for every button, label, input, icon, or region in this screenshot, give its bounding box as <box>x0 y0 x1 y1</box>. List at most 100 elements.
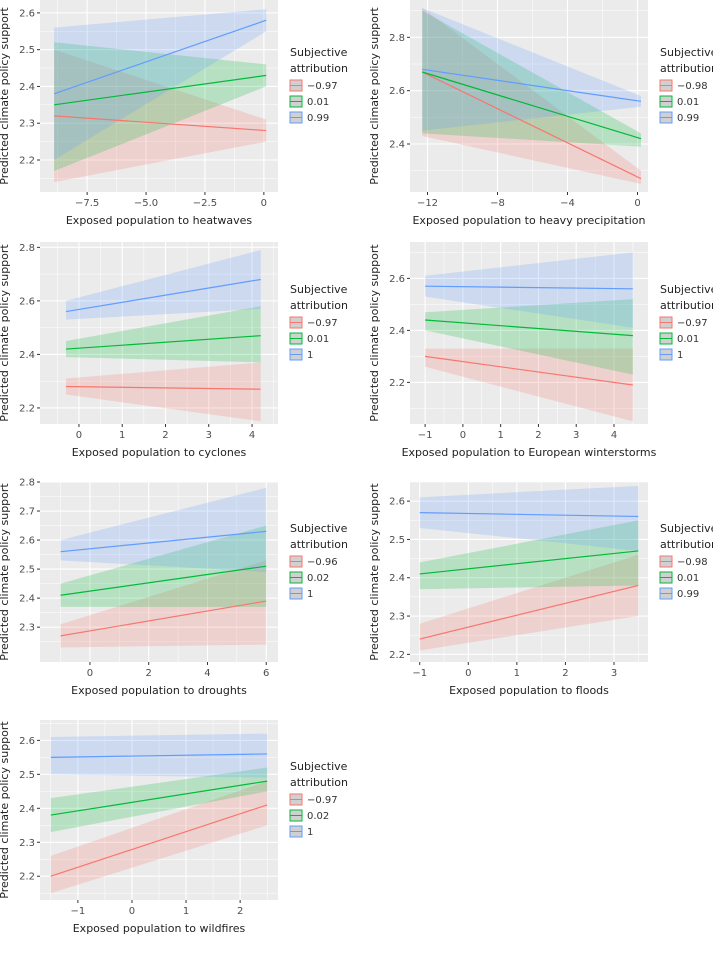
x-tick-label: 0 <box>460 430 466 441</box>
confidence-ribbon <box>419 485 639 551</box>
series-line <box>422 71 642 140</box>
x-tick-label: −5.0 <box>134 198 158 209</box>
y-axis-label: Predicted climate policy support <box>0 7 11 185</box>
series-line <box>60 600 267 637</box>
y-tick-label: 2.3 <box>19 838 35 849</box>
y-tick-label: 2.3 <box>389 612 405 623</box>
legend-title: Subjective <box>290 760 348 773</box>
legend-label: −0.97 <box>307 81 338 92</box>
legend-title: Subjective <box>660 283 713 296</box>
confidence-ribbon <box>60 487 267 572</box>
confidence-ribbon <box>65 250 261 320</box>
x-tick-label: −2.5 <box>193 198 217 209</box>
y-axis-label: Predicted climate policy support <box>368 244 381 422</box>
confidence-ribbon <box>60 525 267 607</box>
y-tick-label: 2.2 <box>19 872 35 883</box>
confidence-ribbon <box>422 10 641 147</box>
y-tick-label: 2.4 <box>19 594 35 605</box>
y-tick-label: 2.3 <box>19 119 35 130</box>
x-tick-label: 4 <box>249 430 255 441</box>
y-axis-label: Predicted climate policy support <box>0 721 11 899</box>
x-tick-label: 0 <box>261 198 267 209</box>
x-tick-label: 3 <box>611 668 617 679</box>
legend-label: 1 <box>307 827 313 838</box>
legend-label: 0.01 <box>677 573 699 584</box>
y-tick-label: 2.2 <box>19 403 35 414</box>
plot-background <box>40 482 278 662</box>
x-tick-label: −4 <box>560 198 575 209</box>
y-tick-label: 2.4 <box>389 573 405 584</box>
legend-title: Subjective <box>660 522 713 535</box>
y-tick-label: 2.4 <box>19 82 35 93</box>
y-tick-label: 2.3 <box>19 623 35 634</box>
chart-panel-2: −12 −8 −4 0 2.4 2.6 2.8 Exposed population to h… <box>368 0 713 227</box>
confidence-ribbon <box>422 8 641 184</box>
legend-label: 0.99 <box>677 113 699 124</box>
x-tick-label: 2 <box>562 668 568 679</box>
chart-panel-5: 0 2 4 6 2.3 2.4 2.5 2.6 2.7 2.8 Exposed population… <box>0 478 348 698</box>
legend-title: attribution <box>660 62 713 75</box>
legend-label: 0.01 <box>677 97 699 108</box>
series-line <box>50 753 268 758</box>
legend-label: −0.96 <box>307 557 338 568</box>
x-tick-label: 1 <box>183 906 189 917</box>
x-tick-label: 4 <box>611 430 617 441</box>
y-tick-label: 2.6 <box>389 86 405 97</box>
y-tick-label: 2.4 <box>19 804 35 815</box>
confidence-ribbon <box>419 520 639 590</box>
series-line <box>60 565 267 596</box>
y-tick-label: 2.4 <box>19 350 35 361</box>
chart-panel-4: −1 0 1 2 3 4 2.2 2.4 2.6 Exposed population to Eu… <box>368 242 713 459</box>
x-tick-label: −7.5 <box>75 198 99 209</box>
confidence-ribbon <box>54 9 267 160</box>
series-line <box>65 335 261 350</box>
legend-label: −0.98 <box>677 557 708 568</box>
y-tick-label: 2.5 <box>19 45 35 56</box>
x-tick-label: −1 <box>70 906 85 917</box>
x-tick-label: 3 <box>206 430 212 441</box>
chart-panel-1: −7.5 −5.0 −2.5 0 2.2 2.3 2.4 2.5 2.6 Exposed popu… <box>0 0 348 227</box>
legend-label: 0.02 <box>307 811 329 822</box>
legend-title: attribution <box>290 62 348 75</box>
legend-title: Subjective <box>290 283 348 296</box>
series-line <box>421 71 642 180</box>
y-tick-label: 2.6 <box>19 536 35 547</box>
y-tick-label: 2.6 <box>19 296 35 307</box>
x-tick-label: 1 <box>497 430 503 441</box>
y-tick-label: 2.7 <box>19 507 35 518</box>
y-tick-label: 2.8 <box>389 33 405 44</box>
y-tick-label: 2.2 <box>19 156 35 167</box>
y-axis-label: Predicted climate policy support <box>0 483 11 661</box>
y-axis-label: Predicted climate policy support <box>368 7 381 185</box>
confidence-ribbon <box>425 348 633 422</box>
y-tick-label: 2.6 <box>389 274 405 285</box>
confidence-ribbon <box>50 781 268 894</box>
confidence-ribbon <box>50 767 268 833</box>
y-tick-label: 2.8 <box>19 478 35 489</box>
confidence-ribbon <box>54 42 267 172</box>
x-axis-label: Exposed population to heavy precipitatio… <box>412 214 645 227</box>
y-tick-label: 2.4 <box>389 140 405 151</box>
series-line <box>65 385 261 390</box>
y-tick-label: 2.6 <box>19 8 35 19</box>
confidence-ribbon <box>65 362 261 422</box>
legend-title: Subjective <box>290 522 348 535</box>
legend-title: attribution <box>660 538 713 551</box>
x-tick-label: 0 <box>634 198 640 209</box>
legend-label: 0.01 <box>307 97 329 108</box>
y-axis-label: Predicted climate policy support <box>0 244 11 422</box>
confidence-ribbon <box>65 306 261 363</box>
legend-label: −0.97 <box>307 795 338 806</box>
legend-label: 0.01 <box>677 334 699 345</box>
legend-title: Subjective <box>660 46 713 59</box>
series-line <box>419 512 639 518</box>
series-line <box>60 530 267 553</box>
x-axis-label: Exposed population to droughts <box>71 684 247 697</box>
legend-label: −0.97 <box>307 318 338 329</box>
x-tick-label: 1 <box>119 430 125 441</box>
y-tick-label: 2.5 <box>19 565 35 576</box>
legend-title: Subjective <box>290 46 348 59</box>
confidence-ribbon <box>422 8 641 131</box>
legend-label: 0.01 <box>307 334 329 345</box>
legend-title: attribution <box>290 538 348 551</box>
